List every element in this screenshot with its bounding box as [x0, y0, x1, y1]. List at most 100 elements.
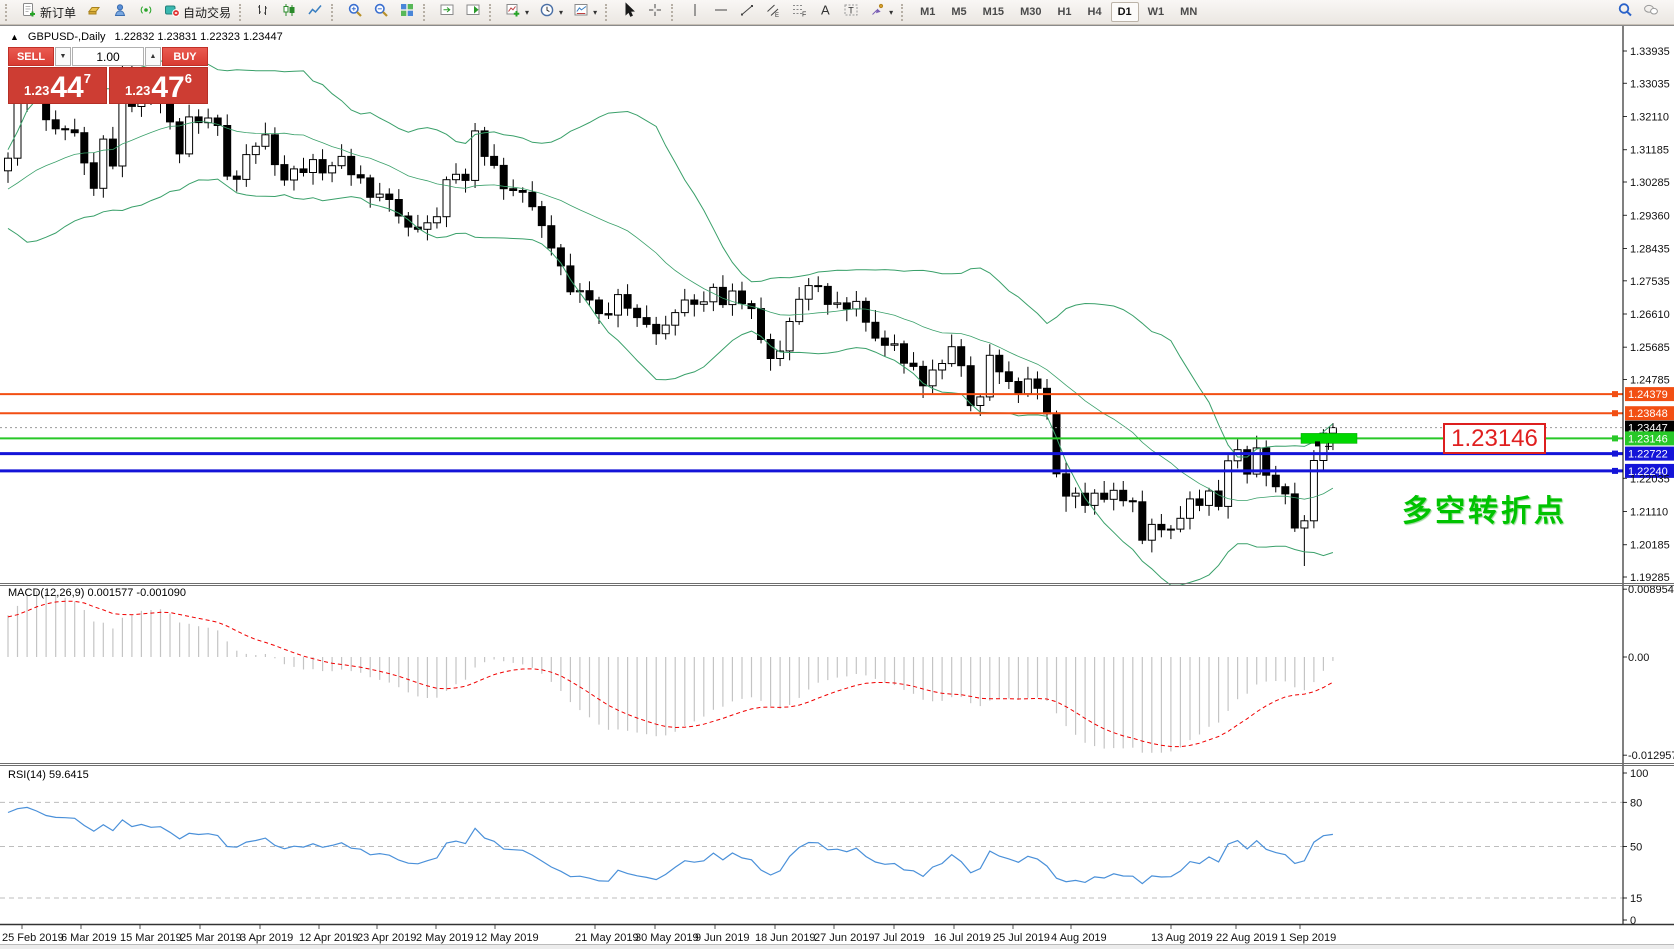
- selection-anchor[interactable]: [1315, 441, 1320, 447]
- level-line-anchor[interactable]: [1612, 450, 1618, 457]
- level-line-anchor[interactable]: [1612, 467, 1618, 474]
- timeframe-M30[interactable]: M30: [1020, 6, 1042, 18]
- candle-body: [556, 247, 565, 267]
- timeframe-M15[interactable]: M15: [982, 6, 1005, 18]
- timeframe-W1[interactable]: W1: [1147, 6, 1165, 18]
- candle-body: [1109, 489, 1118, 500]
- candle-body: [718, 286, 727, 306]
- shapes-button[interactable]: ▾: [865, 1, 897, 23]
- bars-chart-button[interactable]: [251, 1, 275, 23]
- zoom-out-button[interactable]: [369, 1, 393, 23]
- channel-button[interactable]: E: [761, 1, 785, 23]
- price-level-callout[interactable]: 1.23146: [1443, 423, 1546, 454]
- timeframe-MN[interactable]: MN: [1180, 6, 1198, 18]
- community-button[interactable]: [108, 1, 132, 23]
- candle-body: [823, 285, 832, 305]
- dropdown-caret-icon[interactable]: ▾: [593, 7, 598, 17]
- metaeditor-button[interactable]: [82, 1, 106, 23]
- timeframe-D1[interactable]: D1: [1110, 2, 1139, 22]
- volume-increase-button[interactable]: ▲: [145, 47, 161, 66]
- price-tick-label: 1.30285: [1630, 177, 1670, 189]
- autotrading-button[interactable]: 自动交易: [160, 1, 235, 23]
- signals-button[interactable]: [134, 1, 158, 23]
- timeframe-M1[interactable]: M1: [920, 6, 936, 18]
- sell-button[interactable]: SELL: [8, 47, 54, 66]
- toolbar-grip: [489, 3, 497, 21]
- crosshair-button[interactable]: [643, 1, 667, 23]
- candle-body: [1214, 490, 1223, 507]
- candle-body: [232, 175, 241, 180]
- fibonacci-icon: F: [791, 2, 807, 23]
- chat-button[interactable]: [1639, 1, 1663, 23]
- crosshair-icon: [647, 2, 663, 23]
- timeframe-M5[interactable]: M5: [951, 6, 967, 18]
- macd-tick-label: 0.008954: [1628, 584, 1674, 596]
- dropdown-caret-icon[interactable]: ▾: [889, 7, 894, 17]
- candle-body: [1004, 371, 1013, 382]
- zoom-in-button[interactable]: [343, 1, 367, 23]
- candle-body: [270, 134, 279, 166]
- one-click-trading-panel: SELL ▼ ▲ BUY 1.23 44 7 1.23 47 6: [8, 47, 208, 104]
- price-tick-label: 1.19285: [1630, 572, 1670, 584]
- collapse-panel-icon[interactable]: ▲: [10, 32, 19, 42]
- candles-chart-button[interactable]: [277, 1, 301, 23]
- timeframe-H4[interactable]: H4: [1087, 6, 1102, 18]
- sell-price-box[interactable]: 1.23 44 7: [8, 67, 107, 104]
- rsi-pane: 100 80 50 15 0: [0, 768, 1648, 927]
- selection-anchor-cross[interactable]: [1325, 442, 1332, 450]
- candle-body: [833, 302, 842, 305]
- fibonacci-button[interactable]: F: [787, 1, 811, 23]
- macd-indicator-label: MACD(12,26,9) 0.001577 -0.001090: [8, 587, 186, 599]
- timeframe-H1[interactable]: H1: [1057, 6, 1072, 18]
- vertical-line-button[interactable]: [683, 1, 707, 23]
- trendline-button[interactable]: [735, 1, 759, 23]
- date-tick-label: 9 Jun 2019: [695, 932, 749, 944]
- candle-body: [70, 129, 79, 134]
- candle-body: [213, 117, 222, 126]
- candle-body: [356, 174, 365, 179]
- cursor-button[interactable]: [617, 1, 641, 23]
- highlight-rectangle[interactable]: [1300, 433, 1358, 444]
- price-level-label-box: [1625, 463, 1674, 478]
- rsi-tick-label: 80: [1630, 797, 1642, 809]
- candle-body: [661, 324, 670, 335]
- chart-shift-button[interactable]: [461, 1, 485, 23]
- level-line-anchor[interactable]: [1612, 391, 1618, 398]
- templates-button[interactable]: ▾: [569, 1, 601, 23]
- date-tick-label: 18 Jun 2019: [755, 932, 816, 944]
- volume-decrease-button[interactable]: ▼: [55, 47, 71, 66]
- search-button[interactable]: [1613, 1, 1637, 23]
- indicators-button[interactable]: ▾: [501, 1, 533, 23]
- tile-windows-button[interactable]: [395, 1, 419, 23]
- dropdown-caret-icon[interactable]: ▾: [559, 7, 564, 17]
- status-strip: [0, 945, 1674, 949]
- svg-text:F: F: [802, 11, 806, 18]
- buy-button[interactable]: BUY: [162, 47, 208, 66]
- level-line-anchor[interactable]: [1612, 435, 1618, 442]
- price-level-label: 1.23848: [1628, 408, 1668, 420]
- volume-input[interactable]: [72, 47, 144, 66]
- turning-point-annotation[interactable]: 多空转折点: [1402, 495, 1567, 528]
- new-order-icon: [21, 2, 37, 23]
- date-tick-label: 13 Aug 2019: [1151, 932, 1213, 944]
- toolbar-grip: [239, 3, 247, 21]
- candle-body: [194, 116, 203, 124]
- rsi-tick-label: 15: [1630, 893, 1642, 905]
- svg-text:E: E: [775, 13, 779, 18]
- candle-body: [1205, 490, 1213, 506]
- candle-body: [347, 155, 356, 176]
- periods-button[interactable]: ▾: [535, 1, 567, 23]
- candle-body: [652, 323, 661, 335]
- level-line-anchor[interactable]: [1612, 410, 1618, 417]
- auto-scroll-button[interactable]: [435, 1, 459, 23]
- new-order-button[interactable]: 新订单: [17, 1, 80, 23]
- date-tick-label: 12 Apr 2019: [299, 932, 358, 944]
- dropdown-caret-icon[interactable]: ▾: [525, 7, 530, 17]
- horizontal-line-button[interactable]: [709, 1, 733, 23]
- text-button[interactable]: A: [813, 1, 837, 23]
- buy-price-box[interactable]: 1.23 47 6: [109, 67, 208, 104]
- sell-price-prefix: 1.23: [24, 83, 50, 98]
- line-chart-button[interactable]: [303, 1, 327, 23]
- text-label-button[interactable]: T: [839, 1, 863, 23]
